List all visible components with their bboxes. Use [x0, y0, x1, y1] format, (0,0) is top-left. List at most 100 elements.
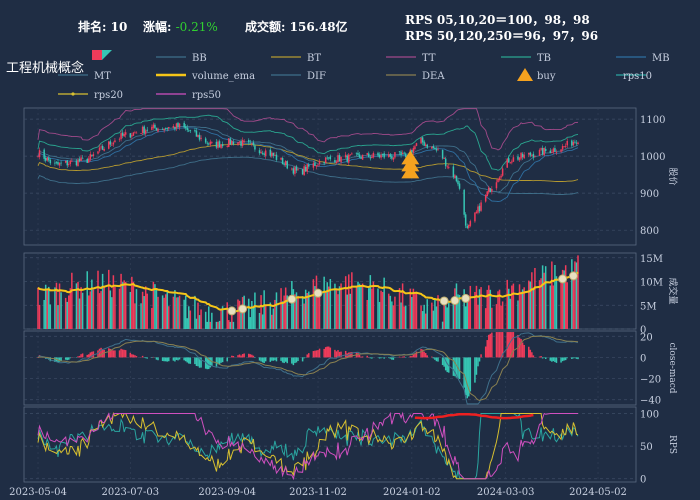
volume-bar [335, 288, 338, 329]
legend-marker-buy [517, 68, 533, 81]
candle-body [334, 159, 336, 163]
candles [37, 120, 579, 230]
macd-bar [552, 357, 555, 362]
volume-bar [317, 296, 319, 329]
candle-body [251, 143, 253, 145]
macd-bar [464, 357, 467, 396]
volume-bar [297, 295, 299, 329]
volume-bar [114, 286, 116, 329]
volume-bar [452, 299, 455, 329]
candle-body [283, 164, 285, 165]
candle-body [486, 191, 488, 197]
volume-bar [123, 280, 125, 329]
macd-bar [520, 338, 522, 358]
candle-body [143, 126, 145, 134]
macd-bar [323, 348, 325, 358]
candle-body [441, 149, 444, 159]
macd-bar [283, 357, 285, 364]
volume-bar [509, 298, 512, 329]
volume-bar [55, 282, 58, 329]
volume-bar [258, 312, 261, 329]
turnover-value: 156.48亿 [289, 20, 348, 34]
candle-body [326, 157, 328, 159]
macd-bar [306, 354, 308, 358]
macd-bar [243, 353, 245, 358]
macd-bar [349, 352, 352, 358]
macd-bar [111, 350, 113, 358]
candle-body [172, 126, 175, 128]
volume-bar [361, 283, 364, 329]
volume-bar [209, 321, 212, 329]
macd-bar [237, 355, 239, 358]
volume-bar [491, 307, 493, 329]
legend-label-DIF: DIF [307, 71, 326, 82]
macd-bar [401, 356, 404, 358]
ytick-label-macd: 0 [640, 353, 646, 364]
candle-body [292, 168, 295, 174]
candle-body [455, 175, 458, 182]
macd-bar [291, 357, 293, 364]
volume-bar [518, 284, 521, 329]
volume-bar [178, 295, 181, 329]
volume-bar [457, 294, 459, 329]
volume-bar [108, 269, 110, 329]
candle-body [88, 158, 90, 163]
candle-body [423, 141, 425, 146]
macd-bar [528, 346, 530, 358]
volume-bar [432, 310, 435, 329]
macd-bar [412, 354, 415, 358]
volume-bar [351, 272, 353, 329]
volume-bar [132, 281, 135, 329]
macd-bar [454, 357, 456, 377]
candle-body [477, 206, 479, 213]
candle-body [161, 129, 164, 131]
macd-bar [521, 342, 524, 358]
volume-bar [366, 299, 368, 329]
volume-bar [217, 321, 219, 329]
volume-bar [340, 283, 342, 329]
macd-bar [361, 356, 364, 358]
candle-body [301, 169, 304, 175]
macd-bar [392, 357, 395, 360]
candle-body [303, 166, 305, 176]
band-bb [37, 156, 579, 195]
candle-body [281, 158, 284, 165]
volume-bar [264, 305, 267, 329]
volume-bar [221, 306, 224, 329]
volume-bar [140, 303, 142, 329]
candle-body [388, 154, 390, 158]
ylabel-macd: close-macd [667, 342, 677, 393]
volume-bar [92, 289, 95, 329]
volume-bar [500, 305, 502, 329]
candle-body [211, 141, 213, 143]
volume-bar [434, 299, 436, 329]
volume-bar [409, 288, 412, 329]
rps10-line [37, 412, 579, 480]
macd-bar [478, 357, 481, 362]
change-value: -0.21% [175, 20, 218, 34]
candle-body [448, 166, 450, 168]
candle-body [501, 168, 504, 176]
candle-body [112, 142, 115, 145]
candle-body [44, 157, 47, 161]
volume-bar [281, 301, 284, 329]
candle-body [563, 146, 565, 148]
candle-body [351, 153, 353, 155]
volume-bar [540, 278, 542, 329]
macd-bar [415, 351, 418, 358]
macd-bar [434, 357, 436, 360]
macd-bar [523, 344, 525, 358]
macd-bar [489, 333, 492, 358]
legend-label-rps20: rps20 [94, 90, 123, 101]
volume-bar [109, 290, 112, 329]
macd-bar [232, 355, 235, 358]
volume-bar [458, 294, 461, 329]
volume-bar [292, 289, 295, 329]
candle-body [543, 147, 545, 156]
candle-body [200, 137, 202, 139]
macd-bar [315, 350, 318, 358]
candle-body [404, 153, 407, 158]
macd-bar [549, 357, 552, 361]
candle-body [329, 156, 332, 160]
volume-bar [215, 321, 218, 329]
